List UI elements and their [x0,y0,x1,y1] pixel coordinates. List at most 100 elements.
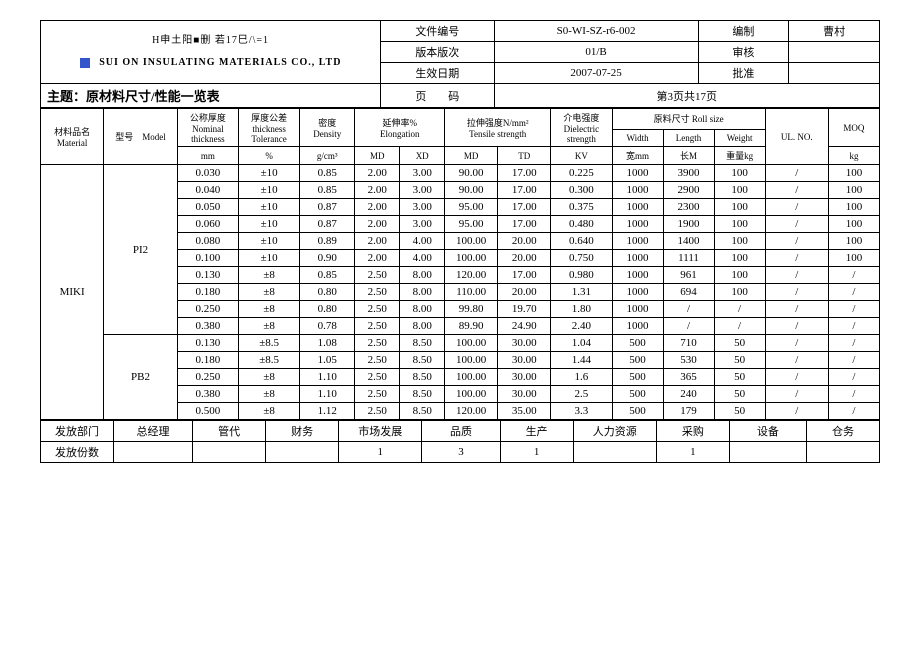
cell-kv: 1.80 [551,301,612,318]
cell-emd: 2.50 [355,386,400,403]
col-header: Weight [714,129,765,146]
cell-tol: ±10 [238,182,299,199]
col-header: KV [551,147,612,165]
cell-tmd: 120.00 [445,403,498,420]
cell-tol: ±10 [238,233,299,250]
cell-wt: 100 [714,284,765,301]
dept-qty: 3 [422,442,500,463]
cell-exd: 8.00 [400,284,445,301]
cell-th: 0.250 [177,301,238,318]
cell-tol: ±8.5 [238,352,299,369]
cell-emd: 2.50 [355,352,400,369]
cell-w: 1000 [612,301,663,318]
cell-exd: 3.00 [400,182,445,199]
cell-wt: 100 [714,199,765,216]
cell-den: 0.85 [300,165,355,182]
col-header: g/cm³ [300,147,355,165]
cell-kv: 0.300 [551,182,612,199]
cell-exd: 4.00 [400,233,445,250]
cell-tol: ±8 [238,369,299,386]
cell-l: 1900 [663,216,714,233]
approved-by [789,63,880,84]
cell-ttd: 17.00 [498,165,551,182]
cell-moq: / [828,403,879,420]
qty-label: 发放份数 [41,442,114,463]
cell-ttd: 17.00 [498,199,551,216]
col-tensile: 拉伸强度N/mm²Tensile strength [445,109,551,147]
cell-den: 1.08 [300,335,355,352]
company-line2: SUI ON INSULATING MATERIALS CO., LTD [99,57,341,68]
cell-ttd: 20.00 [498,250,551,267]
cell-moq: / [828,352,879,369]
cell-moq: / [828,284,879,301]
cell-moq: 100 [828,233,879,250]
cell-ttd: 17.00 [498,182,551,199]
eff-date-label: 生效日期 [381,63,494,84]
cell-w: 1000 [612,165,663,182]
cell-th: 0.050 [177,199,238,216]
cell-kv: 3.3 [551,403,612,420]
cell-wt: 50 [714,352,765,369]
cell-kv: 0.480 [551,216,612,233]
cell-exd: 8.00 [400,301,445,318]
cell-tol: ±8 [238,301,299,318]
model-cell: PB2 [104,335,177,420]
dept-header: 品质 [422,421,500,442]
cell-den: 0.85 [300,267,355,284]
cell-den: 0.87 [300,216,355,233]
reviewed-label: 审核 [698,42,789,63]
cell-ul: / [765,403,828,420]
cell-th: 0.080 [177,233,238,250]
cell-den: 0.90 [300,250,355,267]
cell-ttd: 35.00 [498,403,551,420]
col-tolerance: 厚度公差thicknessTolerance [238,109,299,147]
cell-den: 0.87 [300,199,355,216]
cell-th: 0.040 [177,182,238,199]
cell-moq: 100 [828,250,879,267]
main-data-table: 材料品名Material型号 Model公称厚度Nominalthickness… [40,108,880,420]
cell-exd: 3.00 [400,165,445,182]
dept-header: 财务 [266,421,339,442]
cell-exd: 8.00 [400,267,445,284]
cell-emd: 2.00 [355,233,400,250]
cell-th: 0.030 [177,165,238,182]
cell-kv: 1.04 [551,335,612,352]
cell-emd: 2.00 [355,182,400,199]
cell-l: 2300 [663,199,714,216]
col-header: 长M [663,147,714,165]
data-row: PB20.130±8.51.082.508.50100.0030.001.045… [41,335,880,352]
cell-tmd: 110.00 [445,284,498,301]
cell-ul: / [765,216,828,233]
cell-l: / [663,318,714,335]
cell-den: 0.78 [300,318,355,335]
cell-l: 530 [663,352,714,369]
cell-ttd: 24.90 [498,318,551,335]
cell-moq: / [828,369,879,386]
cell-tol: ±8 [238,267,299,284]
cell-den: 0.80 [300,284,355,301]
cell-th: 0.100 [177,250,238,267]
cell-w: 1000 [612,233,663,250]
cell-w: 1000 [612,318,663,335]
cell-l: 961 [663,267,714,284]
cell-exd: 8.00 [400,318,445,335]
cell-exd: 4.00 [400,250,445,267]
col-header: Length [663,129,714,146]
cell-kv: 1.31 [551,284,612,301]
cell-th: 0.380 [177,318,238,335]
dept-header: 仓务 [807,421,880,442]
cell-emd: 2.00 [355,199,400,216]
cell-l: 1111 [663,250,714,267]
cell-ul: / [765,369,828,386]
logo-square [80,58,90,68]
col-header: MD [355,147,400,165]
cell-tmd: 120.00 [445,267,498,284]
cell-emd: 2.00 [355,216,400,233]
dept-qty [193,442,266,463]
cell-th: 0.130 [177,335,238,352]
col-dielectric: 介电强度Dielectricstrength [551,109,612,147]
cell-tol: ±10 [238,199,299,216]
cell-wt: 100 [714,233,765,250]
cell-wt: 50 [714,335,765,352]
cell-tol: ±8.5 [238,335,299,352]
